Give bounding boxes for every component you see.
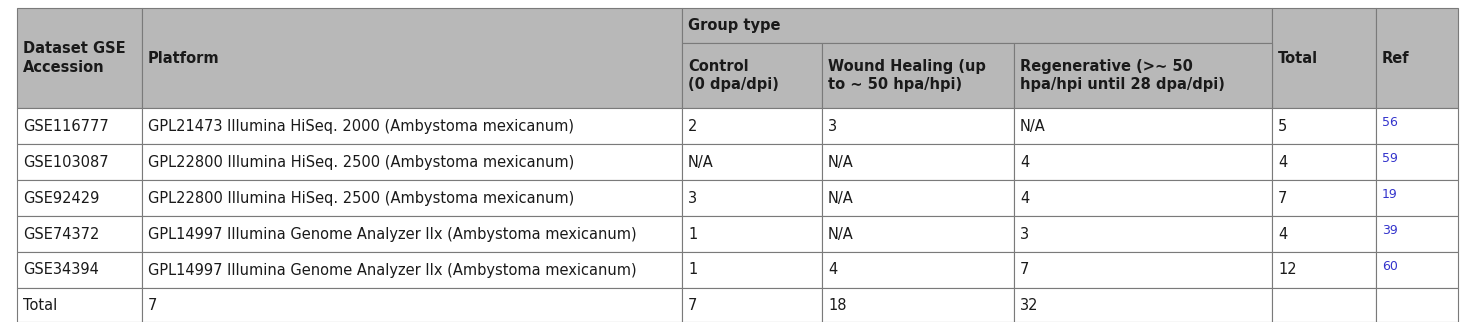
Text: Control
(0 dpa/dpi): Control (0 dpa/dpi) bbox=[687, 59, 779, 92]
Bar bbox=[681, 8, 1271, 43]
Text: 4: 4 bbox=[1277, 226, 1288, 242]
Text: GSE92429: GSE92429 bbox=[24, 191, 99, 205]
Bar bbox=[18, 216, 142, 252]
Bar bbox=[1376, 144, 1457, 180]
Bar bbox=[18, 108, 142, 144]
Bar bbox=[822, 180, 1013, 216]
Text: N/A: N/A bbox=[827, 191, 854, 205]
Bar bbox=[681, 288, 822, 322]
Text: Dataset GSE
Accession: Dataset GSE Accession bbox=[24, 41, 125, 75]
Text: GSE116777: GSE116777 bbox=[24, 118, 109, 134]
Text: 7: 7 bbox=[687, 298, 698, 312]
Bar bbox=[1013, 216, 1271, 252]
Text: 4: 4 bbox=[1021, 191, 1030, 205]
Bar bbox=[18, 8, 142, 108]
Bar bbox=[822, 108, 1013, 144]
Bar bbox=[1376, 180, 1457, 216]
Bar bbox=[1013, 108, 1271, 144]
Text: 39: 39 bbox=[1382, 223, 1398, 236]
Bar bbox=[822, 216, 1013, 252]
Text: 4: 4 bbox=[827, 262, 838, 278]
Text: N/A: N/A bbox=[687, 155, 714, 169]
Bar bbox=[1013, 288, 1271, 322]
Text: Group type: Group type bbox=[687, 18, 780, 33]
Bar bbox=[1013, 43, 1271, 108]
Bar bbox=[1013, 252, 1271, 288]
Bar bbox=[1271, 8, 1376, 108]
Bar bbox=[681, 144, 822, 180]
Text: 2: 2 bbox=[687, 118, 698, 134]
Text: 3: 3 bbox=[687, 191, 698, 205]
Bar bbox=[142, 288, 681, 322]
Text: Ref: Ref bbox=[1382, 51, 1410, 65]
Bar bbox=[142, 8, 681, 108]
Text: GPL14997 Illumina Genome Analyzer IIx (Ambystoma mexicanum): GPL14997 Illumina Genome Analyzer IIx (A… bbox=[148, 262, 637, 278]
Bar bbox=[18, 252, 142, 288]
Text: 7: 7 bbox=[1277, 191, 1288, 205]
Text: GSE103087: GSE103087 bbox=[24, 155, 109, 169]
Text: N/A: N/A bbox=[1021, 118, 1046, 134]
Bar bbox=[1271, 144, 1376, 180]
Text: 1: 1 bbox=[687, 262, 698, 278]
Bar bbox=[1271, 216, 1376, 252]
Text: Total: Total bbox=[24, 298, 58, 312]
Bar bbox=[681, 43, 822, 108]
Bar bbox=[18, 288, 142, 322]
Text: 59: 59 bbox=[1382, 151, 1398, 165]
Bar bbox=[1271, 252, 1376, 288]
Bar bbox=[1013, 144, 1271, 180]
Bar bbox=[822, 144, 1013, 180]
Bar bbox=[142, 216, 681, 252]
Bar bbox=[1376, 252, 1457, 288]
Bar bbox=[822, 43, 1013, 108]
Bar bbox=[142, 144, 681, 180]
Text: 56: 56 bbox=[1382, 116, 1398, 128]
Bar bbox=[1376, 108, 1457, 144]
Text: 7: 7 bbox=[148, 298, 158, 312]
Bar bbox=[822, 252, 1013, 288]
Bar bbox=[1376, 288, 1457, 322]
Bar bbox=[18, 144, 142, 180]
Bar bbox=[681, 252, 822, 288]
Text: 12: 12 bbox=[1277, 262, 1297, 278]
Bar bbox=[1271, 108, 1376, 144]
Text: 5: 5 bbox=[1277, 118, 1288, 134]
Bar bbox=[18, 180, 142, 216]
Text: Wound Healing (up
to ∼ 50 hpa/hpi): Wound Healing (up to ∼ 50 hpa/hpi) bbox=[827, 59, 985, 92]
Bar bbox=[1271, 180, 1376, 216]
Text: 3: 3 bbox=[827, 118, 838, 134]
Text: 4: 4 bbox=[1021, 155, 1030, 169]
Text: N/A: N/A bbox=[827, 226, 854, 242]
Text: 1: 1 bbox=[687, 226, 698, 242]
Text: 4: 4 bbox=[1277, 155, 1288, 169]
Bar bbox=[1271, 288, 1376, 322]
Text: 32: 32 bbox=[1021, 298, 1038, 312]
Text: 7: 7 bbox=[1021, 262, 1030, 278]
Text: GPL22800 Illumina HiSeq. 2500 (Ambystoma mexicanum): GPL22800 Illumina HiSeq. 2500 (Ambystoma… bbox=[148, 155, 574, 169]
Text: 3: 3 bbox=[1021, 226, 1030, 242]
Text: GPL22800 Illumina HiSeq. 2500 (Ambystoma mexicanum): GPL22800 Illumina HiSeq. 2500 (Ambystoma… bbox=[148, 191, 574, 205]
Text: N/A: N/A bbox=[827, 155, 854, 169]
Text: GPL21473 Illumina HiSeq. 2000 (Ambystoma mexicanum): GPL21473 Illumina HiSeq. 2000 (Ambystoma… bbox=[148, 118, 574, 134]
Text: 18: 18 bbox=[827, 298, 847, 312]
Bar bbox=[822, 288, 1013, 322]
Bar bbox=[142, 252, 681, 288]
Bar bbox=[681, 216, 822, 252]
Text: Regenerative (>∼ 50
hpa/hpi until 28 dpa/dpi): Regenerative (>∼ 50 hpa/hpi until 28 dpa… bbox=[1021, 59, 1224, 92]
Bar bbox=[1376, 8, 1457, 108]
Text: Total: Total bbox=[1277, 51, 1319, 65]
Text: 19: 19 bbox=[1382, 187, 1398, 201]
Bar bbox=[1013, 180, 1271, 216]
Text: 60: 60 bbox=[1382, 260, 1398, 272]
Text: GSE34394: GSE34394 bbox=[24, 262, 99, 278]
Bar bbox=[142, 108, 681, 144]
Bar bbox=[681, 180, 822, 216]
Text: GSE74372: GSE74372 bbox=[24, 226, 99, 242]
Bar bbox=[681, 108, 822, 144]
Text: Platform: Platform bbox=[148, 51, 220, 65]
Bar bbox=[142, 180, 681, 216]
Bar bbox=[1376, 216, 1457, 252]
Text: GPL14997 Illumina Genome Analyzer IIx (Ambystoma mexicanum): GPL14997 Illumina Genome Analyzer IIx (A… bbox=[148, 226, 637, 242]
